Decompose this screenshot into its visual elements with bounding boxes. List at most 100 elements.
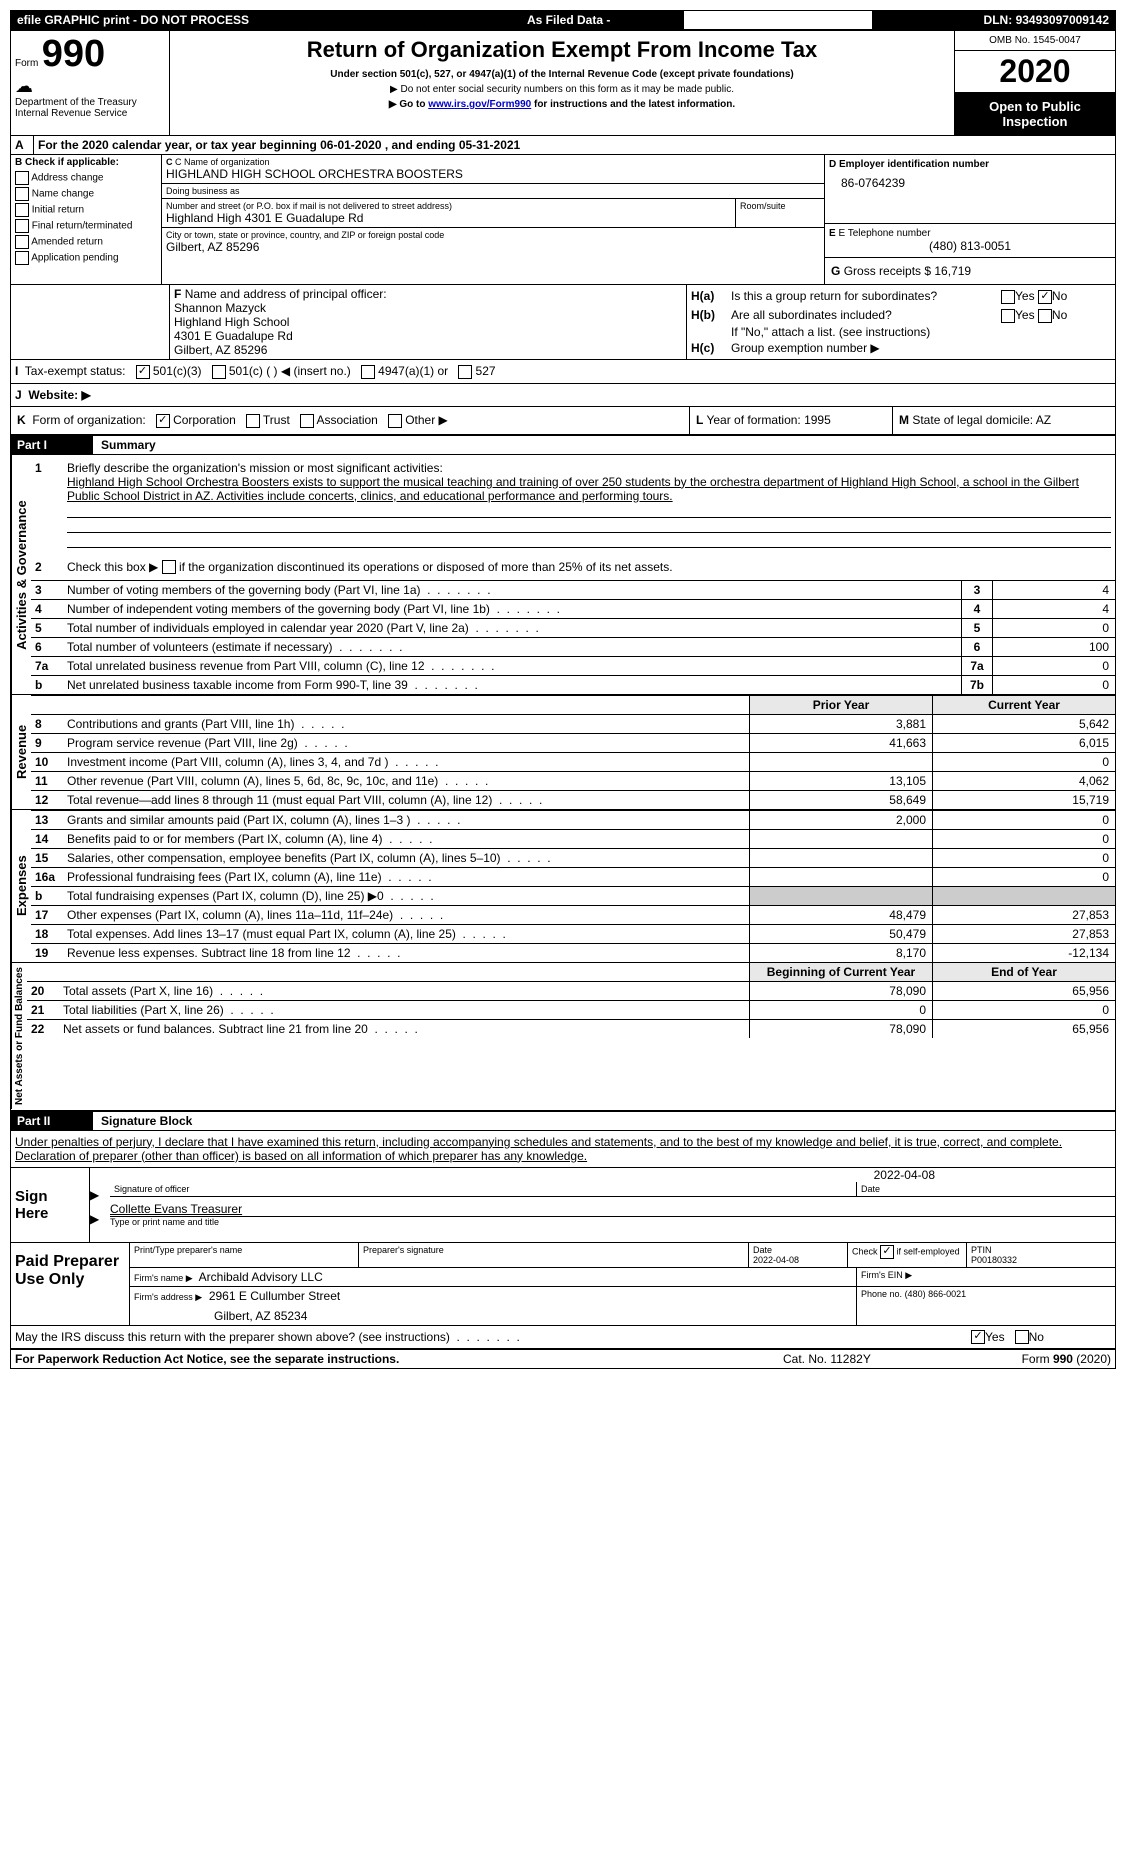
i-checkbox[interactable] — [361, 365, 375, 379]
street: Highland High 4301 E Guadalupe Rd — [166, 211, 731, 225]
efile-notice: efile GRAPHIC print - DO NOT PROCESS — [11, 11, 521, 29]
h-cell: H(a) Is this a group return for subordin… — [687, 284, 1115, 359]
officer-line: Shannon Mazyck — [174, 301, 682, 315]
officer-name: Collette Evans Treasurer — [110, 1202, 1115, 1217]
dba-label: Doing business as — [166, 186, 820, 196]
a-label: A — [11, 136, 34, 154]
rev-section: Revenue Prior Year Current Year 8Contrib… — [11, 695, 1115, 810]
mission-label: Briefly describe the organization's miss… — [67, 461, 443, 475]
footer-right: Form 990 (2020) — [947, 1350, 1115, 1368]
discuss-yes-checkbox[interactable]: ✓ — [971, 1330, 985, 1344]
h-note: If "No," attach a list. (see instruction… — [691, 325, 1111, 339]
f-spacer — [11, 284, 170, 359]
i-checkbox[interactable] — [458, 365, 472, 379]
officer-line: 4301 E Guadalupe Rd — [174, 329, 682, 343]
bal-sidelabel: Net Assets or Fund Balances — [11, 963, 27, 1109]
line2-checkbox[interactable] — [162, 560, 176, 574]
table-row: bTotal fundraising expenses (Part IX, co… — [31, 886, 1115, 905]
discuss-no-checkbox[interactable] — [1015, 1330, 1029, 1344]
b-checkbox[interactable] — [15, 219, 29, 233]
right-header: OMB No. 1545-0047 2020 Open to Public In… — [955, 31, 1115, 135]
ha-yes-checkbox[interactable] — [1001, 290, 1015, 304]
table-row: 20Total assets (Part X, line 16) . . . .… — [27, 981, 1115, 1000]
b-checkbox[interactable] — [15, 187, 29, 201]
self-employed-checkbox[interactable]: ✓ — [880, 1245, 894, 1259]
k-checkbox[interactable] — [300, 414, 314, 428]
top-bar: efile GRAPHIC print - DO NOT PROCESS As … — [11, 11, 1115, 31]
i-checkbox[interactable]: ✓ — [136, 365, 150, 379]
hc-label: H(c) — [691, 341, 731, 355]
ha-no-checkbox[interactable]: ✓ — [1038, 290, 1052, 304]
no-label2: No — [1052, 308, 1067, 322]
prep-sig-label: Preparer's signature — [359, 1243, 749, 1267]
discuss-row: May the IRS discuss this return with the… — [11, 1326, 1115, 1351]
yes-label2: Yes — [1015, 308, 1035, 322]
table-row: 18Total expenses. Add lines 13–17 (must … — [31, 924, 1115, 943]
hb-yes-checkbox[interactable] — [1001, 309, 1015, 323]
hc-text: Group exemption number ▶ — [731, 341, 1111, 355]
irs-link[interactable]: www.irs.gov/Form990 — [428, 99, 531, 110]
gov-line: 3Number of voting members of the governi… — [31, 580, 1115, 599]
ein: 86-0764239 — [829, 170, 1111, 196]
check-post: if self-employed — [897, 1246, 960, 1256]
city: Gilbert, AZ 85296 — [166, 240, 820, 254]
firm-label: Firm's name ▶ — [134, 1273, 193, 1283]
prior-header: Prior Year — [749, 696, 932, 714]
link-line: ▶ Go to www.irs.gov/Form990 for instruct… — [176, 99, 948, 110]
officer-line: Highland High School — [174, 315, 682, 329]
k-checkbox[interactable]: ✓ — [156, 414, 170, 428]
c-column: C C Name of organization HIGHLAND HIGH S… — [162, 155, 824, 284]
officer-line: Gilbert, AZ 85296 — [174, 343, 682, 357]
j-row: J Website: ▶ — [11, 384, 1115, 407]
c-name-label: C Name of organization — [175, 157, 270, 167]
link-pre: ▶ Go to — [389, 99, 428, 110]
g-label: G — [831, 264, 840, 278]
g-row: G Gross receipts $ 16,719 — [825, 258, 1115, 284]
sig-label: Signature of officer — [110, 1182, 857, 1196]
k-checkbox[interactable] — [246, 414, 260, 428]
org-name: HIGHLAND HIGH SCHOOL ORCHESTRA BOOSTERS — [166, 167, 820, 181]
form-prefix: Form — [15, 58, 38, 69]
footer-mid: Cat. No. 11282Y — [779, 1350, 947, 1368]
table-row: 19Revenue less expenses. Subtract line 1… — [31, 943, 1115, 962]
m-text: State of legal domicile: AZ — [912, 413, 1051, 427]
exp-section: Expenses 13Grants and similar amounts pa… — [11, 810, 1115, 963]
footer: For Paperwork Reduction Act Notice, see … — [11, 1350, 1115, 1368]
form-title: Return of Organization Exempt From Incom… — [176, 37, 948, 63]
blank-cell — [684, 11, 873, 29]
b-checkbox[interactable] — [15, 203, 29, 217]
part2-label: Part II — [11, 1112, 93, 1130]
hb-no-checkbox[interactable] — [1038, 309, 1052, 323]
form-990: efile GRAPHIC print - DO NOT PROCESS As … — [10, 10, 1116, 1369]
b-checkbox[interactable] — [15, 251, 29, 265]
form-number: 990 — [42, 33, 105, 75]
irs: Internal Revenue Service — [15, 108, 165, 119]
firm-addr2: Gilbert, AZ 85234 — [134, 1303, 852, 1323]
period-text: For the 2020 calendar year, or tax year … — [34, 136, 1115, 154]
table-row: 22Net assets or fund balances. Subtract … — [27, 1019, 1115, 1038]
ptin: P00180332 — [971, 1255, 1111, 1265]
b-column: B Check if applicable: Address change Na… — [11, 155, 162, 284]
b-checkbox-item: Final return/terminated — [11, 218, 161, 234]
line2-pre: Check this box ▶ — [67, 560, 158, 574]
k-checkbox[interactable] — [388, 414, 402, 428]
phone: (480) 813-0051 — [829, 239, 1111, 253]
ssn-warning: ▶ Do not enter social security numbers o… — [176, 84, 948, 95]
b-checkbox-item: Application pending — [11, 250, 161, 266]
line2-post: if the organization discontinued its ope… — [179, 560, 673, 574]
gov-line: 5Total number of individuals employed in… — [31, 618, 1115, 637]
bal-section: Net Assets or Fund Balances Beginning of… — [11, 963, 1115, 1111]
firm-name: Archibald Advisory LLC — [199, 1270, 323, 1284]
sign-label: Sign Here — [11, 1168, 90, 1242]
addr-label: Firm's address ▶ — [134, 1292, 202, 1302]
table-row: 16aProfessional fundraising fees (Part I… — [31, 867, 1115, 886]
form-id-cell: Form 990 ☁ Department of the Treasury In… — [11, 31, 170, 135]
b-checkbox[interactable] — [15, 235, 29, 249]
name-label: Type or print name and title — [110, 1217, 1115, 1227]
prep-phone: (480) 866-0021 — [905, 1289, 967, 1299]
hb-text: Are all subordinates included? — [731, 308, 1001, 323]
b-checkbox[interactable] — [15, 171, 29, 185]
i-checkbox[interactable] — [212, 365, 226, 379]
line2-num: 2 — [31, 558, 63, 577]
entity-block: B Check if applicable: Address change Na… — [11, 155, 1115, 284]
